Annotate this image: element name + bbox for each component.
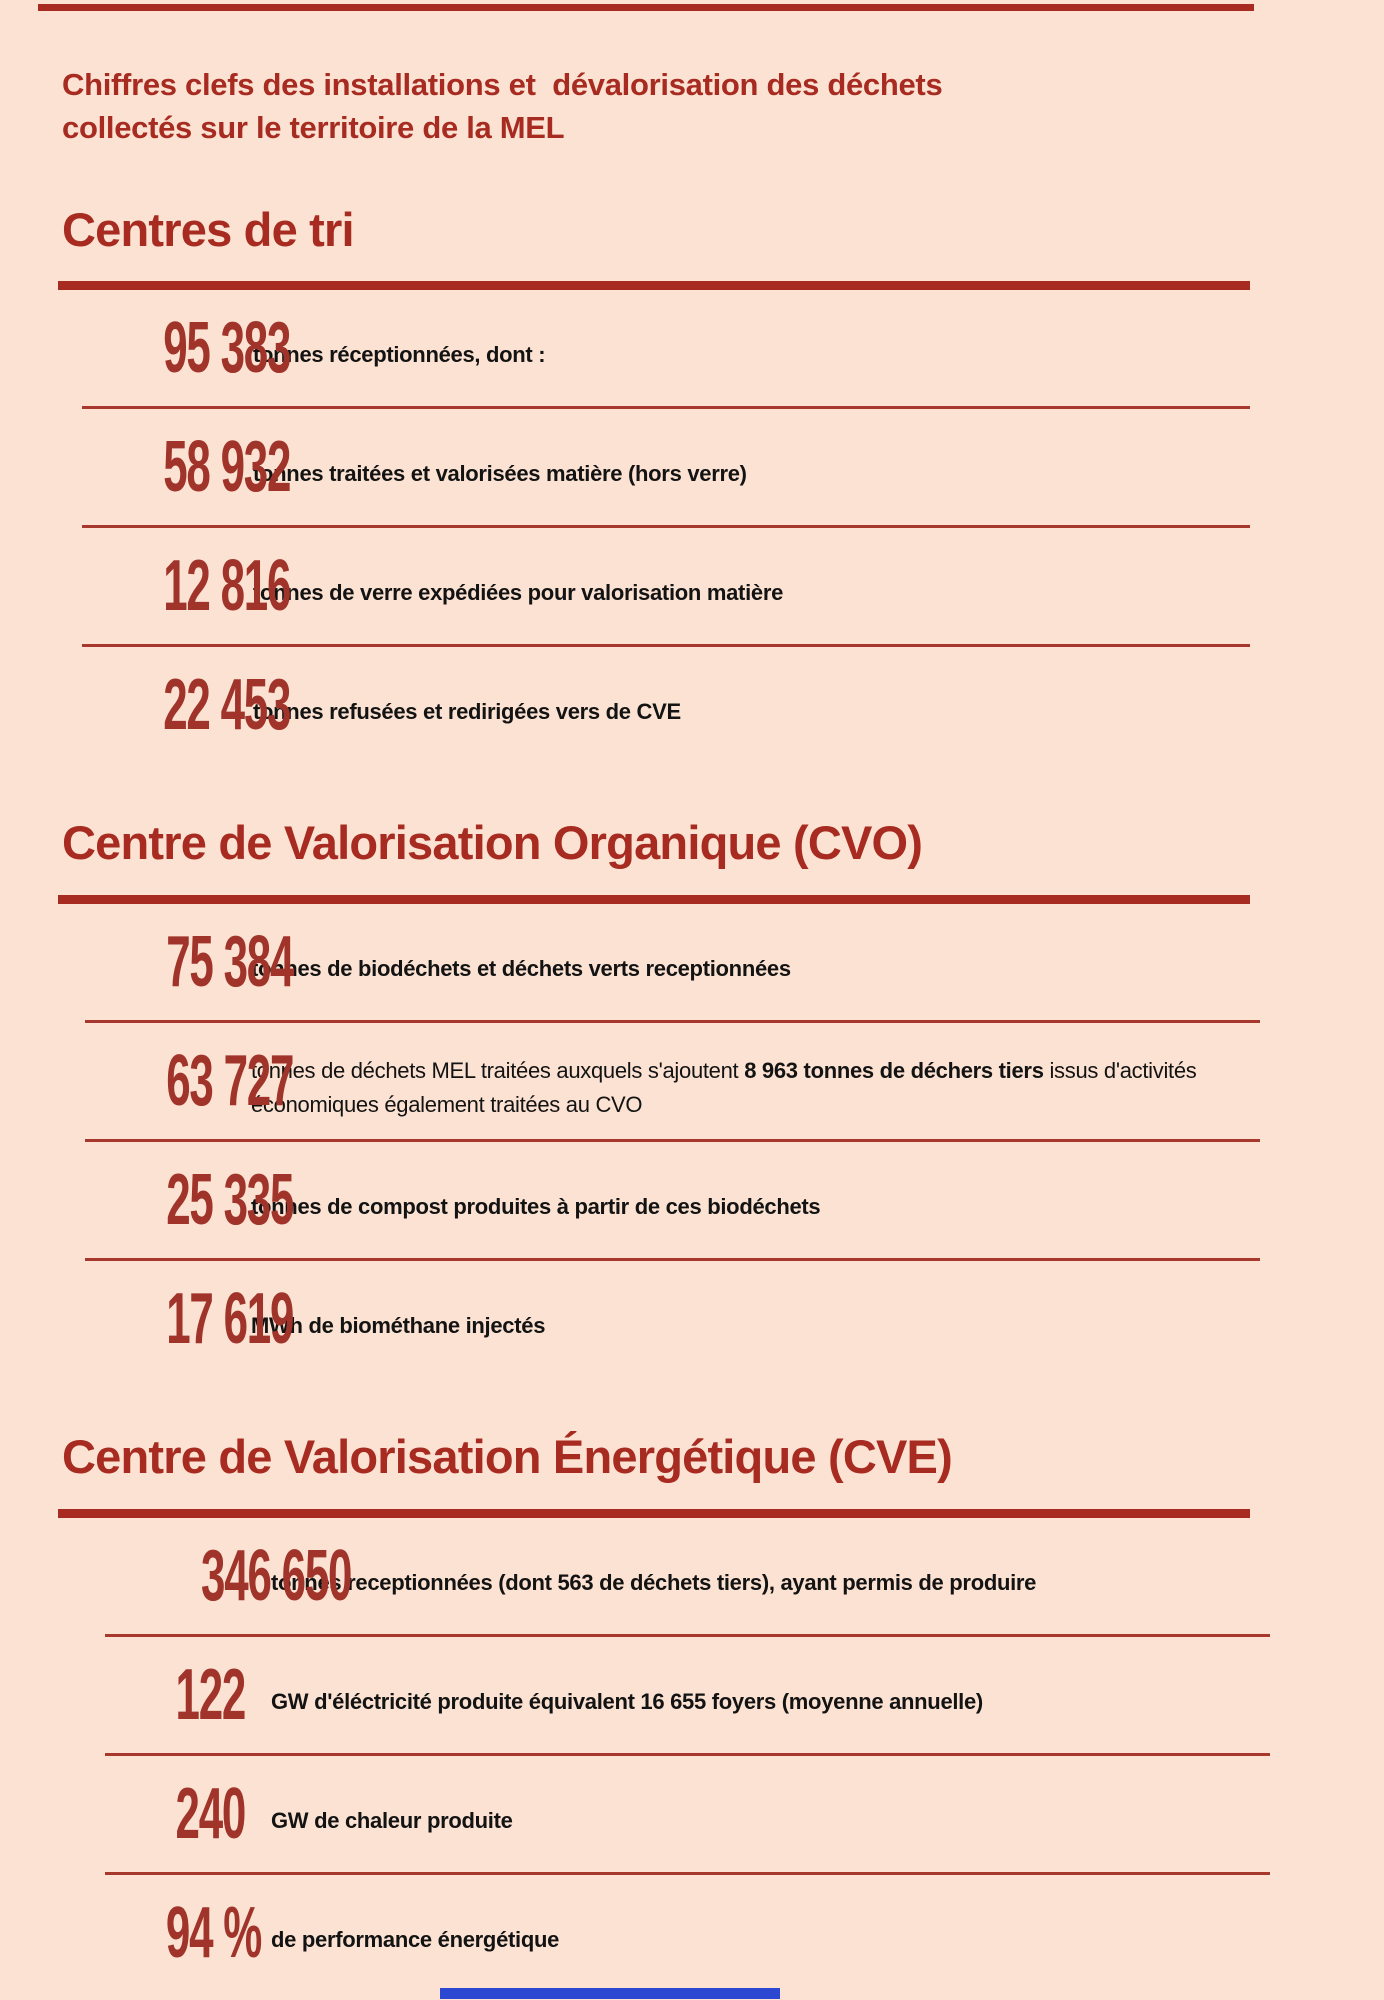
section-heading: Centre de Valorisation Organique (CVO) <box>62 816 923 870</box>
stat-value: 22 453 <box>82 669 291 741</box>
stat-number: 75 384 <box>166 921 294 1002</box>
section-rule <box>58 1508 1250 1518</box>
stat-label-tail: issus d'activités économiques également … <box>251 1057 1197 1117</box>
stat-number: 95 383 <box>163 308 291 389</box>
stat-row: 25 335 tonnes de compost produites à par… <box>85 1142 1260 1261</box>
stat-rows: 75 384 tonnes de biodéchets et déchets v… <box>85 904 1260 1377</box>
stat-number: 346 650 <box>201 1535 352 1616</box>
stat-label-text: GW de chaleur produite <box>271 1807 513 1833</box>
stat-label-text: MWh de biométhane injectés <box>251 1312 546 1338</box>
stat-label-text: GW d'éléctricité produite équivalent 16 … <box>271 1688 983 1714</box>
stat-row: 346 650 tonnes receptionnées (dont 563 d… <box>105 1518 1270 1637</box>
section-rule <box>58 281 1250 291</box>
stat-row: 12 816 tonnes de verre expédiées pour va… <box>82 528 1250 648</box>
stat-number: 22 453 <box>163 665 291 746</box>
stat-row: 95 383 tonnes réceptionnées, dont : <box>82 290 1250 410</box>
stat-label: tonnes traitées et valorisées matière (h… <box>253 457 747 491</box>
stat-value: 17 619 <box>85 1283 294 1355</box>
stat-value: 58 932 <box>82 431 291 503</box>
stat-label: MWh de biométhane injectés <box>251 1309 545 1343</box>
stat-row: 58 932 tonnes traitées et valorisées mat… <box>82 409 1250 529</box>
stat-number: 17 619 <box>166 1278 294 1359</box>
stat-value: 25 335 <box>85 1164 294 1236</box>
stat-number: 122 <box>175 1654 246 1735</box>
stat-rows: 95 383 tonnes réceptionnées, dont : 58 9… <box>82 290 1250 763</box>
stat-label: GW d'éléctricité produite équivalent 16 … <box>271 1685 983 1719</box>
bottom-blue-bar <box>440 1988 780 1999</box>
stat-row: 94 % de performance énergétique <box>105 1875 1270 1991</box>
stat-row: 75 384 tonnes de biodéchets et déchets v… <box>85 904 1260 1023</box>
stat-label: tonnes de biodéchets et déchets verts re… <box>251 952 791 986</box>
stat-value: 12 816 <box>82 550 291 622</box>
stat-row: 240 GW de chaleur produite <box>105 1756 1270 1875</box>
stat-row: 122 GW d'éléctricité produite équivalent… <box>105 1637 1270 1756</box>
stat-label-text: tonnes receptionnées (dont 563 de déchet… <box>271 1569 1037 1595</box>
stat-label-text: de performance énergétique <box>271 1926 560 1952</box>
stat-value: 240 <box>105 1773 246 1854</box>
stat-label: tonnes de compost produites à partir de … <box>251 1190 821 1224</box>
stat-row: 22 453 tonnes refusées et redirigées ver… <box>82 647 1250 763</box>
section-heading: Centres de tri <box>62 202 355 256</box>
stat-label-text: tonnes refusées et redirigées vers de CV… <box>253 699 681 725</box>
stat-number: 94 % <box>165 1892 262 1973</box>
stat-value: 75 384 <box>85 926 294 998</box>
stat-label-text: tonnes de biodéchets et déchets verts re… <box>251 955 791 981</box>
stat-number: 63 727 <box>166 1040 294 1121</box>
stat-row: 63 727 tonnes de déchets MEL traitées au… <box>85 1023 1260 1142</box>
stat-value: 95 383 <box>82 312 291 384</box>
stat-value: 122 <box>105 1654 246 1735</box>
stat-number: 25 335 <box>166 1159 294 1240</box>
stat-label-text: tonnes de déchets MEL traitées auxquels … <box>251 1057 745 1083</box>
stat-label-text: tonnes de verre expédiées pour valorisat… <box>253 580 784 606</box>
stat-label-text: tonnes traitées et valorisées matière (h… <box>253 461 747 487</box>
section-centres-de-tri: Centres de tri 95 383 tonnes réceptionné… <box>0 202 1384 764</box>
stat-label: GW de chaleur produite <box>271 1804 513 1838</box>
stat-value: 94 % <box>105 1897 262 1969</box>
stat-label: tonnes receptionnées (dont 563 de déchet… <box>271 1566 1036 1600</box>
top-red-bar <box>38 4 1254 11</box>
section-heading: Centre de Valorisation Énergétique (CVE) <box>62 1429 953 1483</box>
stat-number: 240 <box>175 1773 246 1854</box>
stat-number: 12 816 <box>163 546 291 627</box>
section-cvo: Centre de Valorisation Organique (CVO) 7… <box>0 817 1384 1377</box>
stat-value: 346 650 <box>105 1540 352 1612</box>
stat-number: 58 932 <box>163 427 291 508</box>
stat-label: de performance énergétique <box>271 1923 559 1957</box>
stat-label-text: tonnes réceptionnées, dont : <box>253 342 546 368</box>
stat-label-bold: 8 963 tonnes de déchers tiers <box>744 1057 1044 1083</box>
stat-row: 17 619 MWh de biométhane injectés <box>85 1261 1260 1377</box>
stat-label-text: tonnes de compost produites à partir de … <box>251 1193 821 1219</box>
stat-label: tonnes réceptionnées, dont : <box>253 338 546 372</box>
page-title: Chiffres clefs des installations et déva… <box>62 67 943 145</box>
stat-rows: 346 650 tonnes receptionnées (dont 563 d… <box>105 1518 1270 1991</box>
section-rule <box>58 894 1250 904</box>
stat-value: 63 727 <box>85 1045 294 1117</box>
section-cve: Centre de Valorisation Énergétique (CVE)… <box>0 1431 1384 1991</box>
stat-label: tonnes de déchets MEL traitées auxquels … <box>251 1054 1201 1122</box>
stat-label: tonnes de verre expédiées pour valorisat… <box>253 576 783 610</box>
stat-label: tonnes refusées et redirigées vers de CV… <box>253 695 681 729</box>
